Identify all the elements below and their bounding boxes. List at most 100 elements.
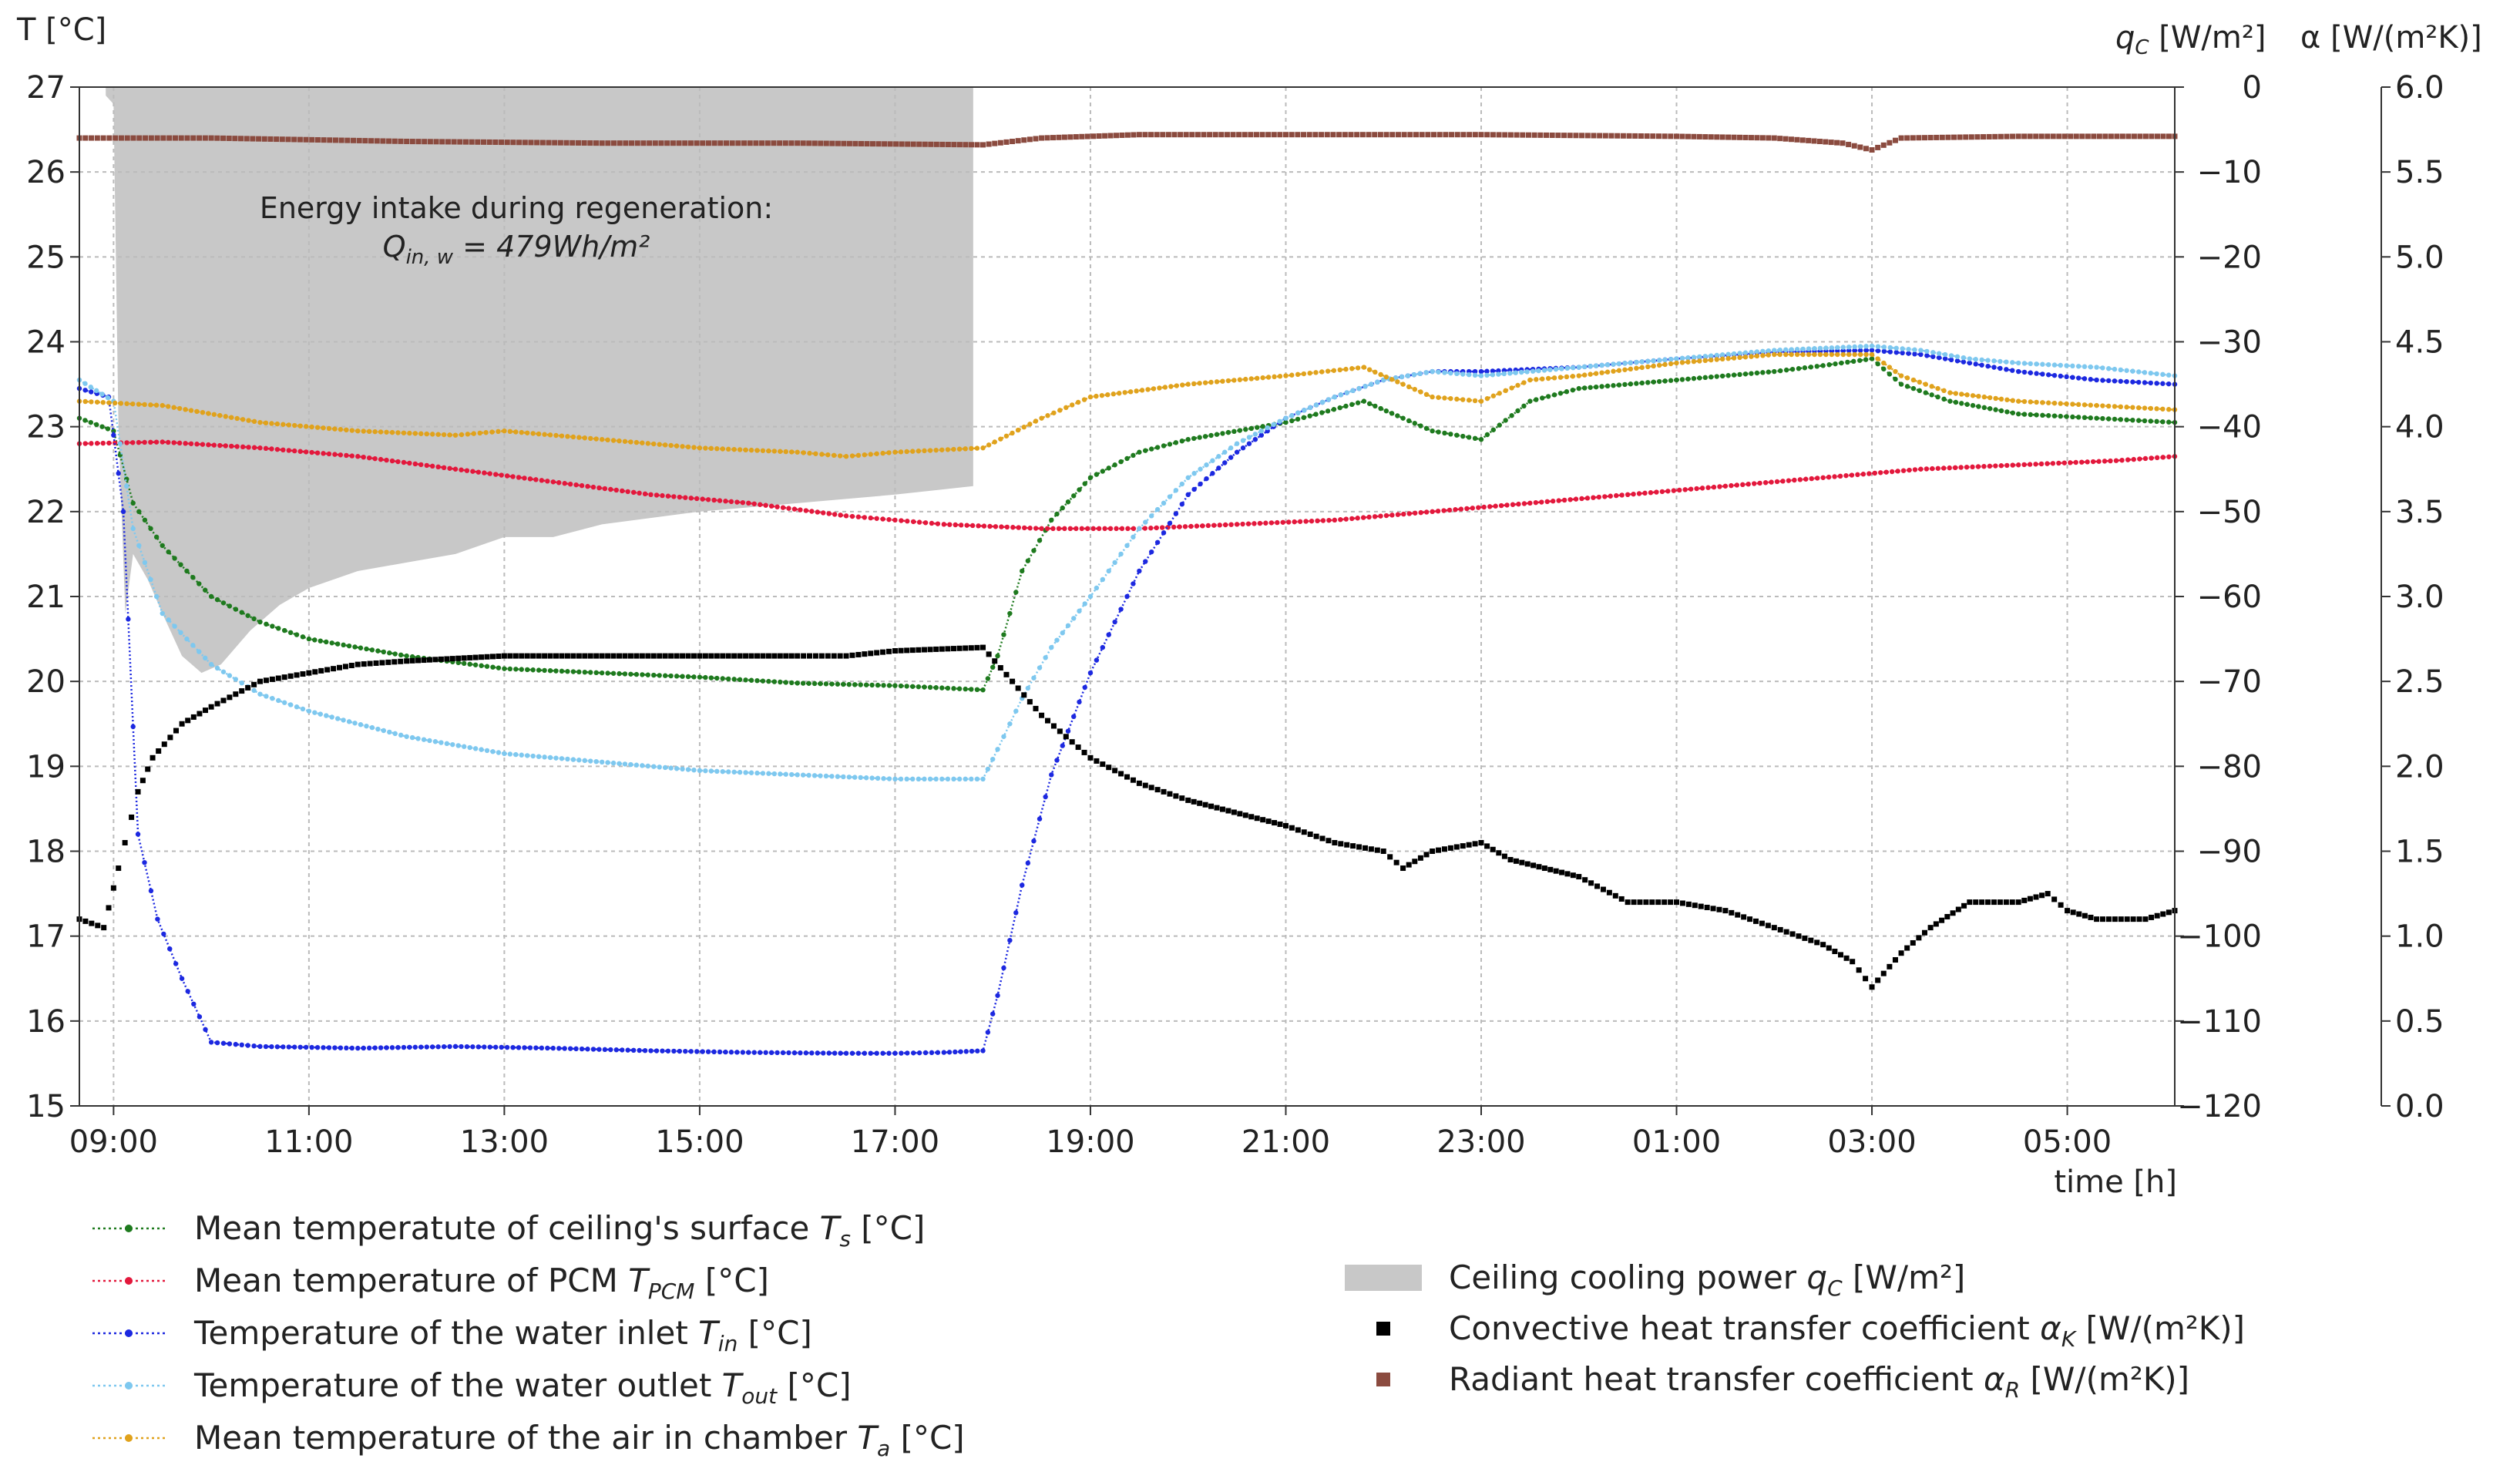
marker-pcm xyxy=(1705,485,1711,490)
marker-a xyxy=(206,411,211,416)
marker-a xyxy=(2160,406,2166,412)
marker-out xyxy=(1679,355,1685,361)
marker-in xyxy=(185,989,190,994)
marker-r xyxy=(1579,133,1585,139)
marker-k xyxy=(650,653,657,659)
marker-s xyxy=(251,616,257,622)
marker-s xyxy=(1065,499,1071,505)
y-mid-tick-label: −30 xyxy=(2197,325,2262,361)
marker-out xyxy=(1411,371,1417,378)
marker-in xyxy=(862,1050,868,1056)
marker-in xyxy=(953,1049,958,1055)
marker-a xyxy=(1243,376,1248,382)
marker-a xyxy=(1904,375,1910,381)
marker-pcm xyxy=(1993,463,1998,469)
marker-s xyxy=(559,668,565,674)
marker-pcm xyxy=(596,485,602,491)
marker-k xyxy=(837,653,843,659)
marker-k xyxy=(1033,705,1039,711)
marker-pcm xyxy=(886,516,892,523)
marker-pcm xyxy=(1729,482,1734,489)
marker-a xyxy=(1947,390,1953,395)
marker-in xyxy=(366,1045,372,1051)
marker-in xyxy=(233,1041,239,1047)
marker-r xyxy=(974,142,980,148)
marker-s xyxy=(1124,455,1130,462)
marker-r xyxy=(1748,135,1754,141)
marker-pcm xyxy=(1326,517,1332,523)
marker-out xyxy=(233,677,239,682)
marker-a xyxy=(401,430,407,435)
marker-in xyxy=(1246,441,1252,446)
marker-r xyxy=(154,135,160,141)
marker-k xyxy=(227,694,233,701)
marker-in xyxy=(717,1049,723,1055)
marker-out xyxy=(841,774,846,780)
marker-s xyxy=(1993,407,1998,412)
marker-s xyxy=(1355,400,1361,405)
marker-out xyxy=(1794,347,1800,352)
marker-k xyxy=(294,672,300,678)
marker-pcm xyxy=(246,445,251,450)
marker-s xyxy=(1634,381,1639,386)
legend-marker xyxy=(125,1329,133,1337)
marker-r xyxy=(1003,139,1010,145)
marker-r xyxy=(1655,133,1662,139)
marker-k xyxy=(1747,916,1753,922)
marker-s xyxy=(1772,368,1777,375)
marker-in xyxy=(590,1047,596,1052)
marker-a xyxy=(1527,377,1533,383)
marker-k xyxy=(1272,820,1278,826)
marker-k xyxy=(1950,910,1956,916)
marker-in xyxy=(459,1043,464,1050)
marker-out xyxy=(438,740,444,745)
marker-a xyxy=(862,452,868,458)
marker-out xyxy=(892,776,898,782)
marker-r xyxy=(398,138,404,144)
marker-out xyxy=(697,768,703,774)
marker-in xyxy=(2135,379,2142,385)
marker-pcm xyxy=(1792,477,1797,483)
marker-k xyxy=(1783,929,1789,935)
marker-k xyxy=(2094,916,2100,922)
marker-k xyxy=(275,675,281,681)
marker-a xyxy=(1742,355,1749,360)
marker-r xyxy=(1230,132,1236,138)
marker-in xyxy=(1112,619,1117,625)
marker-in xyxy=(694,1049,700,1054)
marker-out xyxy=(1912,347,1917,353)
marker-a xyxy=(726,446,731,452)
marker-out xyxy=(1893,345,1899,351)
marker-k xyxy=(354,661,361,667)
marker-k xyxy=(1081,749,1087,755)
marker-a xyxy=(309,424,314,430)
marker-s xyxy=(1576,385,1581,392)
marker-pcm xyxy=(1504,502,1510,508)
marker-k xyxy=(1219,806,1225,812)
marker-k xyxy=(1050,723,1057,729)
marker-r xyxy=(274,136,280,143)
marker-out xyxy=(197,649,202,654)
marker-s xyxy=(1521,403,1527,409)
marker-k xyxy=(1118,771,1124,777)
marker-s xyxy=(1691,375,1697,381)
marker-k xyxy=(263,677,269,684)
marker-a xyxy=(148,402,153,408)
marker-out xyxy=(1875,344,1881,349)
marker-k xyxy=(519,653,525,659)
marker-in xyxy=(2166,381,2172,387)
marker-a xyxy=(200,409,206,415)
marker-a xyxy=(1373,369,1378,375)
marker-k xyxy=(1173,793,1179,799)
marker-r xyxy=(510,139,516,146)
marker-k xyxy=(139,778,146,784)
marker-pcm xyxy=(1826,474,1832,480)
marker-a xyxy=(496,428,501,435)
marker-in xyxy=(1228,455,1234,460)
y-mid-tick-label: −60 xyxy=(2197,580,2262,615)
marker-k xyxy=(1112,768,1118,774)
marker-k xyxy=(2100,916,2106,922)
marker-out xyxy=(559,756,565,761)
marker-k xyxy=(690,653,697,659)
marker-k xyxy=(1961,902,1967,909)
